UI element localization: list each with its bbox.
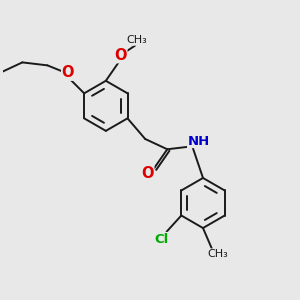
Text: O: O bbox=[62, 65, 74, 80]
Text: Cl: Cl bbox=[154, 232, 168, 246]
Text: CH₃: CH₃ bbox=[207, 249, 228, 259]
Text: O: O bbox=[114, 48, 127, 63]
Text: O: O bbox=[141, 166, 154, 181]
Text: NH: NH bbox=[188, 134, 210, 148]
Text: CH₃: CH₃ bbox=[126, 35, 147, 45]
